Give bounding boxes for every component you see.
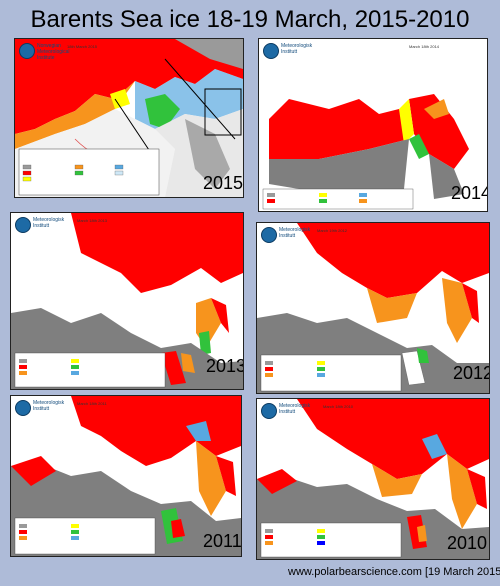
institute-line-2: Institutt	[279, 409, 296, 415]
map-graphic	[15, 39, 243, 197]
ice-map-2012: Meteorologisk Institutt March 19th 2012 …	[256, 222, 490, 394]
institute-line-1: Norwegian	[37, 43, 61, 49]
ice-map-2014: Meteorologisk Institutt March 18th 2014 …	[258, 38, 488, 212]
chart-date: 18th March 2015	[67, 44, 98, 49]
met-institute-logo	[15, 217, 31, 233]
institute-line-1: Meteorologisk	[33, 400, 65, 406]
chart-date: March 18th 2011	[77, 401, 107, 406]
ice-map-2015: Norwegian Meteorological Institute 18th …	[14, 38, 244, 198]
institute-name: Meteorologisk Institutt	[279, 403, 310, 415]
ice-map-2010: Meteorologisk Institutt March 18th 2010 …	[256, 398, 490, 560]
institute-line-3: Institute	[37, 55, 55, 61]
page-title: Barents Sea ice 18-19 March, 2015-2010	[30, 6, 470, 33]
institute-line-2: Institutt	[33, 406, 50, 412]
institute-line-1: Meteorologisk	[279, 403, 311, 409]
institute-line-2: Institutt	[281, 49, 298, 55]
institute-line-1: Meteorologisk	[33, 217, 65, 223]
institute-line-2: Meteorological	[37, 49, 70, 55]
ice-map-2011: Meteorologisk Institutt March 18th 2011 …	[10, 395, 242, 557]
year-label: 2010	[447, 533, 488, 553]
met-institute-logo	[261, 227, 277, 243]
map-graphic	[11, 396, 241, 556]
year-label: 2013	[206, 356, 244, 376]
chart-date: March 18th 2013	[77, 218, 108, 223]
year-label: 2014	[451, 183, 488, 203]
met-institute-logo	[15, 400, 31, 416]
institute-line-1: Meteorologisk	[281, 43, 313, 49]
chart-date: March 18th 2014	[409, 44, 440, 49]
institute-name: Meteorologisk Institutt	[33, 217, 64, 229]
met-institute-logo	[19, 43, 35, 59]
institute-name: Meteorologisk Institutt	[279, 227, 310, 239]
source-footer: www.polarbearscience.com [19 March 2015]	[288, 566, 500, 578]
map-graphic	[257, 399, 489, 559]
institute-line-2: Institutt	[279, 233, 296, 239]
ice-map-2013: Meteorologisk Institutt March 18th 2013 …	[10, 212, 244, 390]
map-graphic	[259, 39, 487, 211]
chart-date: March 19th 2012	[317, 228, 348, 233]
map-graphic	[11, 213, 243, 389]
institute-name: Norwegian Meteorological Institute	[37, 43, 70, 61]
met-institute-logo	[261, 403, 277, 419]
met-institute-logo	[263, 43, 279, 59]
institute-line-2: Institutt	[33, 223, 50, 229]
year-label: 2011	[203, 531, 242, 551]
map-graphic	[257, 223, 489, 393]
chart-date: March 18th 2010	[323, 404, 354, 409]
institute-name: Meteorologisk Institutt	[281, 43, 312, 55]
institute-name: Meteorologisk Institutt	[33, 400, 64, 412]
institute-line-1: Meteorologisk	[279, 227, 311, 233]
year-label: 2015	[203, 173, 244, 193]
year-label: 2012	[453, 363, 490, 383]
